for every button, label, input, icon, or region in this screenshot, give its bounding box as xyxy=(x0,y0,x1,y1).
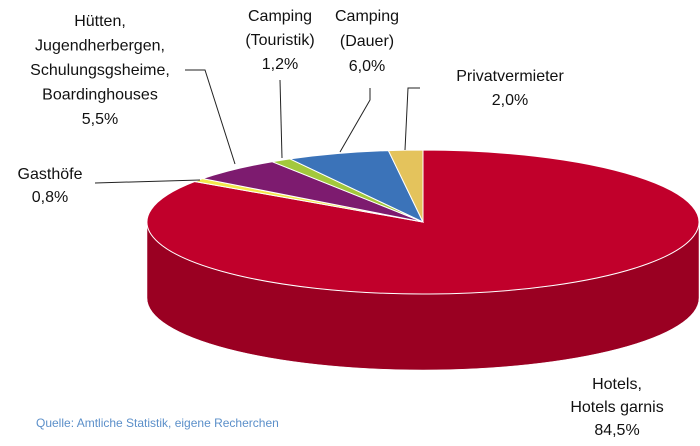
slice-label: Hotels, xyxy=(592,376,642,393)
slice-label: Schulungsgsheime, xyxy=(30,62,170,79)
source-note: Quelle: Amtliche Statistik, eigene Reche… xyxy=(36,416,279,430)
slice-label: Gasthöfe xyxy=(18,166,83,183)
slice-label: Privatvermieter xyxy=(456,68,564,85)
value-label: 0,8% xyxy=(32,189,68,206)
leader-line xyxy=(94,179,201,184)
slice-label: Hütten, xyxy=(74,13,126,30)
slice-label: Jugendherbergen, xyxy=(35,38,165,55)
leader-line xyxy=(279,79,283,159)
value-label: 6,0% xyxy=(349,58,385,75)
value-label: 5,5% xyxy=(82,111,118,128)
slice-label: (Dauer) xyxy=(340,33,394,50)
value-label: 1,2% xyxy=(262,56,298,73)
leader-line xyxy=(339,88,371,153)
value-label: 84,5% xyxy=(594,422,639,439)
leader-line xyxy=(404,87,420,151)
slice-label: Boardinghouses xyxy=(42,87,158,104)
leader-line xyxy=(185,69,236,165)
slice-label: Camping xyxy=(335,8,399,25)
value-label: 2,0% xyxy=(492,92,528,109)
slice-label: Hotels garnis xyxy=(570,399,663,416)
slice-label: (Touristik) xyxy=(245,32,314,49)
slice xyxy=(387,149,424,223)
slice-label: Camping xyxy=(248,8,312,25)
